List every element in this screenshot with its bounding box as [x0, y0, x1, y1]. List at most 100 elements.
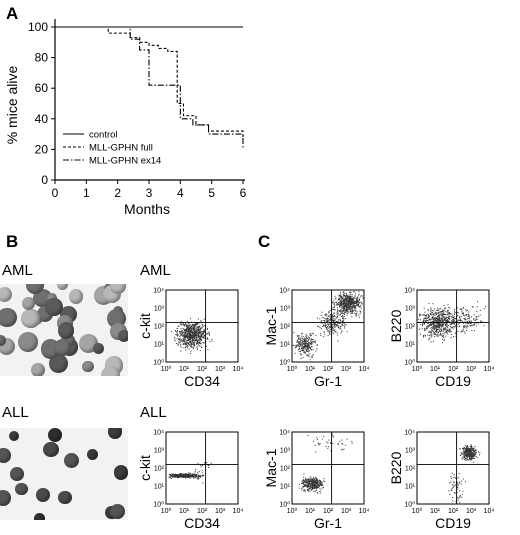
panel-b-row-aml-label: AML [2, 262, 33, 279]
flow-plot-ylabel: B220 [388, 451, 404, 484]
x-tick-label: 10³ [466, 508, 477, 515]
y-tick-label: 10¹ [405, 484, 416, 491]
y-tick-label: 10⁴ [279, 288, 290, 295]
x-tick-label: 10¹ [179, 508, 190, 515]
x-tick-label: 10² [323, 508, 334, 515]
x-tick-label: 10¹ [430, 508, 441, 515]
x-tick-label: 10⁰ [161, 507, 172, 515]
cell-shape [20, 308, 40, 328]
all-micrograph [0, 428, 128, 520]
x-tick-label: 0 [52, 186, 59, 200]
y-tick-label: 10² [280, 324, 291, 331]
survival-chart-axes: 0 20 40 60 80 100 0 1 2 3 4 5 6 [28, 19, 247, 200]
x-tick-label: 2 [114, 186, 121, 200]
y-tick-label: 40 [35, 112, 49, 126]
cell-shape [0, 490, 12, 506]
y-tick-label: 10⁴ [279, 430, 290, 437]
y-tick-label: 10⁴ [153, 288, 164, 295]
y-tick-label: 10² [405, 324, 416, 331]
x-tick-label: 10⁰ [161, 365, 172, 373]
y-tick-label: 10³ [154, 306, 165, 313]
x-tick-label: 10³ [341, 366, 352, 373]
y-tick-label: 10² [280, 466, 291, 473]
flow-plot-ylabel: Mac-1 [263, 448, 279, 487]
series-line [55, 26, 244, 150]
legend-label: MLL-GPHN ex14 [89, 156, 161, 167]
cell-shape [30, 363, 45, 376]
y-tick-label: 80 [35, 51, 49, 65]
survival-chart-xlabel: Months [124, 201, 170, 217]
x-tick-label: 10² [448, 508, 459, 515]
y-tick-label: 10¹ [405, 342, 416, 349]
y-tick-label: 10³ [280, 448, 291, 455]
y-tick-label: 10⁰ [153, 501, 164, 509]
cell-shape [0, 286, 12, 302]
y-tick-label: 10³ [154, 448, 165, 455]
cell-shape [43, 441, 59, 458]
cell-shape [53, 338, 72, 356]
y-tick-label: 20 [35, 142, 49, 156]
flow-plot-xlabel: CD19 [435, 373, 471, 389]
flow-plot-dots [292, 290, 365, 360]
x-tick-label: 10¹ [305, 366, 316, 373]
y-tick-label: 10³ [405, 306, 416, 313]
flow-plot-xlabel: Gr-1 [314, 373, 342, 389]
flow-plot-xlabel: CD34 [184, 515, 220, 531]
survival-chart: 0 20 40 60 80 100 0 1 2 3 4 5 6 control MLL-GPHN full… [4, 19, 247, 217]
cell-shape [0, 335, 6, 347]
x-tick-label: 10⁴ [359, 366, 370, 373]
cell-shape [93, 343, 104, 354]
y-tick-label: 10⁰ [404, 501, 415, 509]
y-tick-label: 0 [41, 173, 48, 187]
cell-shape [34, 513, 46, 520]
panel-c-row-all-label: ALL [140, 404, 167, 421]
x-tick-label: 10³ [215, 508, 226, 515]
panel-b-letter: B [6, 232, 19, 251]
y-tick-label: 10⁰ [404, 359, 415, 367]
x-tick-label: 1 [83, 186, 90, 200]
y-tick-label: 100 [28, 20, 48, 34]
y-tick-label: 60 [35, 81, 49, 95]
y-tick-label: 10⁰ [153, 359, 164, 367]
cell-shape [57, 284, 69, 290]
y-tick-label: 10⁴ [404, 288, 415, 295]
flow-plot-frame [165, 431, 239, 505]
cell-shape [8, 430, 20, 442]
y-tick-label: 10³ [280, 306, 291, 313]
x-tick-label: 10³ [215, 366, 226, 373]
flow-plot-ylabel: c-kit [137, 455, 153, 481]
cell-shape [0, 308, 17, 328]
cell-shape [86, 449, 99, 461]
x-tick-label: 10⁴ [233, 508, 244, 515]
cell-shape [100, 365, 120, 376]
x-tick-label: 10³ [466, 366, 477, 373]
cell-shape [47, 428, 62, 442]
cell-shape [18, 332, 39, 353]
y-tick-label: 10¹ [280, 342, 291, 349]
y-tick-label: 10⁴ [404, 430, 415, 437]
x-tick-label: 10³ [341, 508, 352, 515]
x-tick-label: 5 [208, 186, 215, 200]
y-tick-label: 10⁰ [279, 359, 290, 367]
flow-plot-xlabel: CD19 [435, 515, 471, 531]
flow-plot-ylabel: Mac-1 [263, 306, 279, 345]
x-tick-label: 10⁴ [233, 366, 244, 373]
cell-shape [107, 428, 123, 439]
cell-shape [26, 284, 45, 294]
flow-plot-dots [170, 318, 213, 354]
y-tick-label: 10⁰ [279, 501, 290, 509]
y-tick-label: 10¹ [280, 484, 291, 491]
cell-shape [106, 308, 126, 328]
x-tick-label: 10⁰ [412, 365, 423, 373]
y-tick-label: 10² [405, 466, 416, 473]
panel-c-row-aml-label: AML [140, 262, 171, 279]
cell-shape [113, 465, 128, 480]
x-tick-label: 10⁴ [484, 366, 495, 373]
cell-shape [10, 466, 25, 481]
x-tick-label: 10² [448, 366, 459, 373]
cell-shape [0, 448, 11, 463]
flow-plot-frame [416, 431, 490, 505]
